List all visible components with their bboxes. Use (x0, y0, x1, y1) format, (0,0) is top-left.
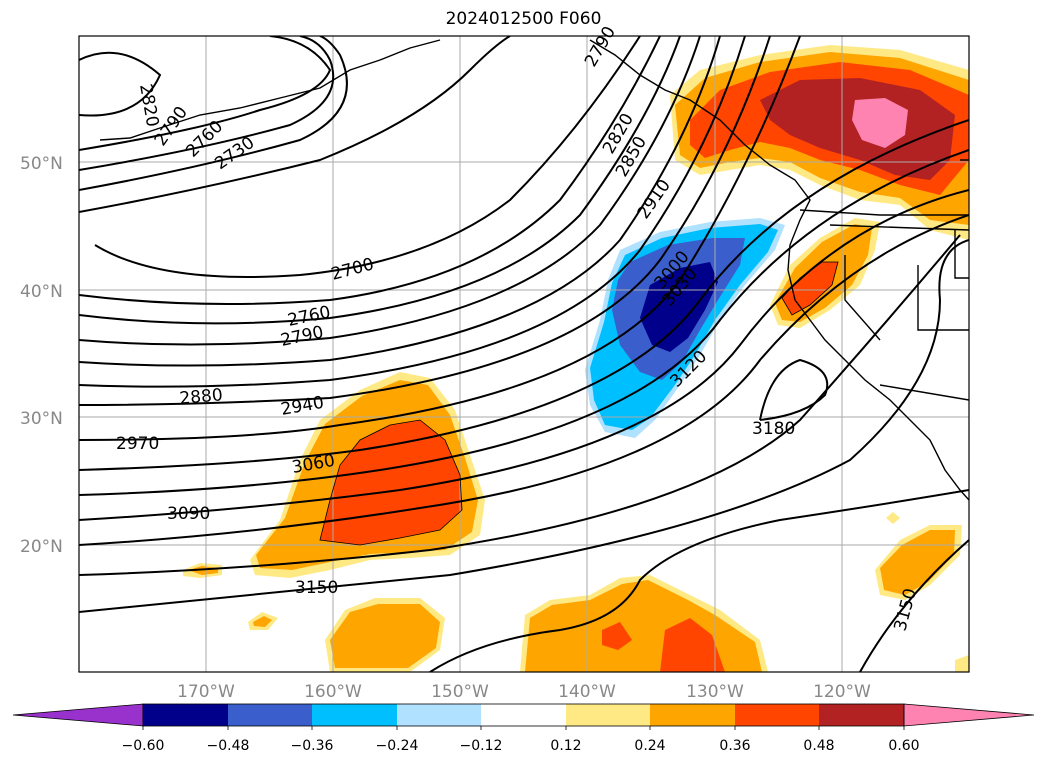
colorbar-tick-label: 0.24 (634, 738, 665, 754)
lon-label: 160°W (304, 682, 362, 702)
lon-label: 170°W (177, 682, 235, 702)
lon-label: 140°W (558, 682, 616, 702)
colorbar-tick-label: −0.60 (122, 738, 165, 754)
contour-label: 2970 (116, 434, 159, 454)
height-contours (79, 36, 969, 672)
colorbar-segment (735, 704, 819, 726)
colorbar: −0.60 −0.48 −0.36 −0.24 −0.12 0.12 0.24 … (12, 703, 1035, 754)
lon-label: 130°W (686, 682, 744, 702)
anomaly-fills (183, 45, 969, 672)
map-title: 2024012500 F060 (445, 9, 602, 29)
contour-label: 3180 (752, 419, 795, 439)
colorbar-segment (312, 704, 397, 726)
colorbar-tick-label: 0.36 (719, 738, 750, 754)
contour-label: 2880 (179, 385, 224, 409)
map-border (78, 35, 970, 673)
lat-label: 50°N (20, 154, 63, 174)
colorbar-segment (143, 704, 228, 726)
colorbar-segment (397, 704, 481, 726)
coastlines (99, 39, 969, 501)
colorbar-segment (650, 704, 735, 726)
colorbar-tick-label: −0.12 (460, 738, 503, 754)
lat-label: 20°N (20, 537, 63, 557)
lat-label: 30°N (20, 409, 63, 429)
lat-label: 40°N (20, 282, 63, 302)
lon-label: 120°W (813, 682, 871, 702)
longitude-labels: 170°W 160°W 150°W 140°W 130°W 120°W (177, 682, 871, 702)
colorbar-tick-label: 0.48 (803, 738, 834, 754)
colorbar-segment (228, 704, 312, 726)
gridlines (79, 36, 969, 672)
colorbar-tick-label: −0.48 (207, 738, 250, 754)
colorbar-tick-label: −0.36 (291, 738, 334, 754)
contour-label: 3090 (167, 504, 210, 524)
lon-label: 150°W (431, 682, 489, 702)
colorbar-tick-label: 0.60 (888, 738, 919, 754)
contour-label: 3150 (295, 578, 338, 598)
colorbar-extend-low (12, 703, 144, 727)
colorbar-tick-label: −0.24 (376, 738, 419, 754)
colorbar-segment (566, 704, 650, 726)
colorbar-segment (481, 704, 566, 726)
latitude-labels: 50°N 40°N 30°N 20°N (20, 154, 63, 557)
colorbar-segment (819, 704, 904, 726)
colorbar-extend-high (903, 703, 1035, 727)
colorbar-tick-label: 0.12 (550, 738, 581, 754)
